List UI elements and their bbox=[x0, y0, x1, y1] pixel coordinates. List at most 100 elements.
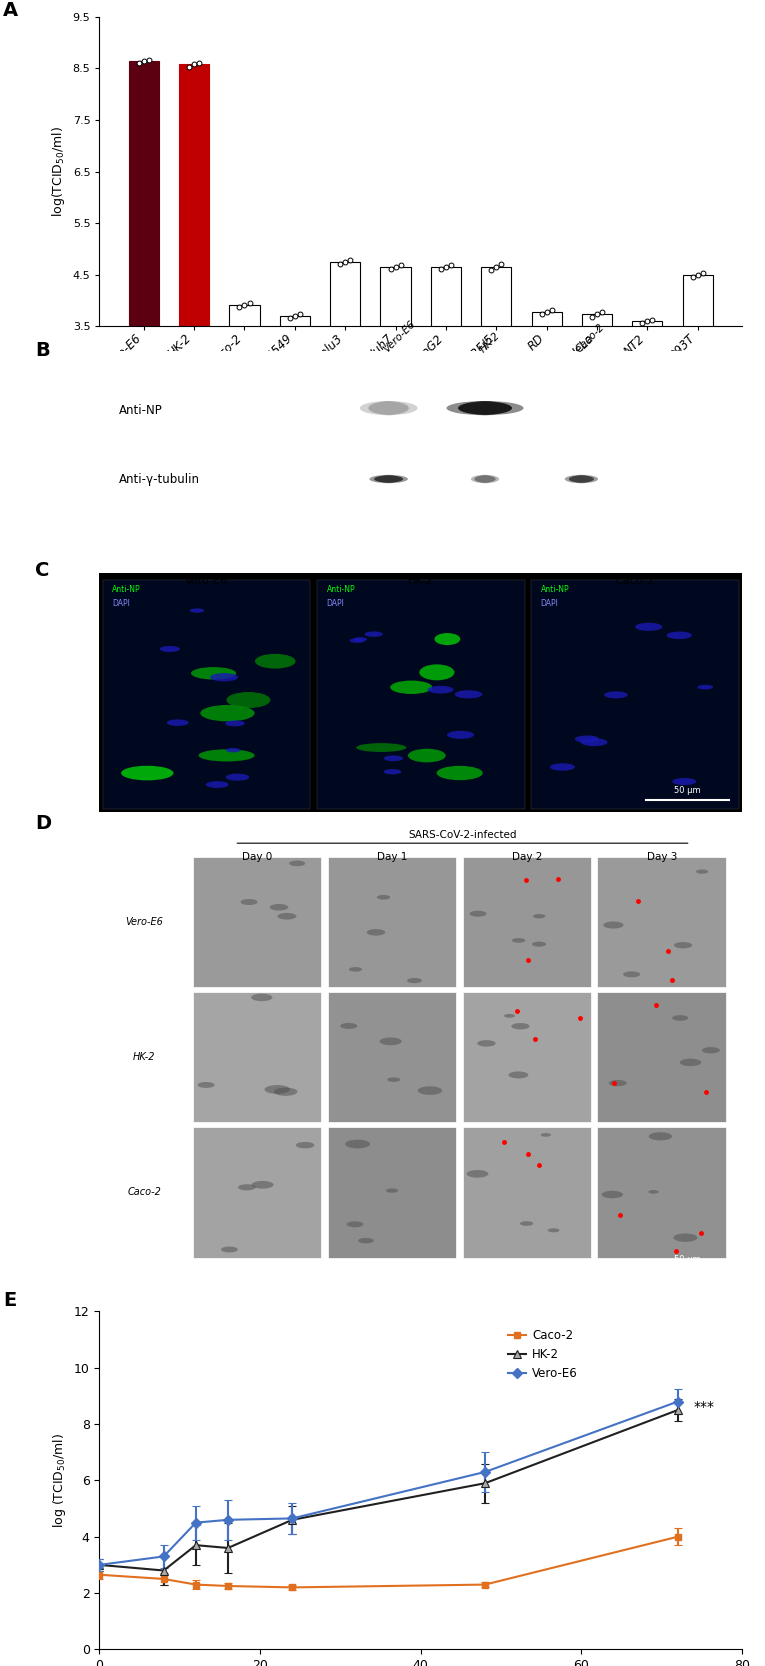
Ellipse shape bbox=[345, 1140, 370, 1148]
Ellipse shape bbox=[390, 681, 432, 695]
FancyBboxPatch shape bbox=[327, 991, 456, 1123]
Ellipse shape bbox=[470, 911, 487, 916]
FancyBboxPatch shape bbox=[597, 856, 726, 988]
Ellipse shape bbox=[575, 735, 599, 743]
Text: DAPI: DAPI bbox=[112, 598, 130, 608]
Text: Vero-E6: Vero-E6 bbox=[125, 916, 164, 926]
Ellipse shape bbox=[364, 631, 383, 636]
FancyBboxPatch shape bbox=[193, 1126, 321, 1258]
Ellipse shape bbox=[386, 1188, 399, 1193]
Bar bbox=[129, 60, 159, 506]
Ellipse shape bbox=[532, 941, 546, 946]
Ellipse shape bbox=[462, 402, 508, 415]
Ellipse shape bbox=[197, 1081, 215, 1088]
Ellipse shape bbox=[541, 1133, 551, 1136]
Ellipse shape bbox=[226, 748, 241, 753]
Ellipse shape bbox=[548, 1228, 559, 1233]
Ellipse shape bbox=[504, 1015, 515, 1018]
Ellipse shape bbox=[221, 1246, 238, 1253]
Ellipse shape bbox=[550, 763, 575, 771]
Ellipse shape bbox=[428, 686, 454, 693]
Text: Day 2: Day 2 bbox=[512, 853, 542, 863]
Ellipse shape bbox=[649, 1133, 672, 1141]
Ellipse shape bbox=[581, 738, 607, 746]
Ellipse shape bbox=[512, 938, 526, 943]
Ellipse shape bbox=[674, 941, 692, 948]
Text: ***: *** bbox=[694, 1399, 715, 1414]
Ellipse shape bbox=[369, 402, 409, 415]
Ellipse shape bbox=[387, 1078, 400, 1081]
Text: Anti-NP: Anti-NP bbox=[327, 585, 355, 593]
FancyBboxPatch shape bbox=[531, 580, 739, 810]
Ellipse shape bbox=[604, 691, 628, 698]
Ellipse shape bbox=[358, 1238, 374, 1243]
FancyBboxPatch shape bbox=[597, 991, 726, 1123]
Ellipse shape bbox=[252, 1181, 274, 1188]
Ellipse shape bbox=[666, 631, 692, 640]
Ellipse shape bbox=[520, 1221, 533, 1226]
Ellipse shape bbox=[377, 895, 390, 900]
Text: Day 0: Day 0 bbox=[242, 853, 272, 863]
FancyBboxPatch shape bbox=[463, 1126, 591, 1258]
Ellipse shape bbox=[609, 1080, 627, 1086]
Ellipse shape bbox=[635, 623, 662, 631]
Text: HK-2: HK-2 bbox=[478, 332, 502, 355]
Ellipse shape bbox=[225, 720, 245, 726]
Ellipse shape bbox=[419, 665, 454, 680]
Ellipse shape bbox=[121, 766, 174, 780]
Ellipse shape bbox=[467, 1170, 488, 1178]
Ellipse shape bbox=[199, 750, 255, 761]
Bar bbox=[330, 262, 360, 506]
Ellipse shape bbox=[573, 475, 590, 483]
Text: Vero-E6: Vero-E6 bbox=[185, 576, 228, 586]
Ellipse shape bbox=[255, 655, 295, 668]
Text: Anti-γ-tubulin: Anti-γ-tubulin bbox=[119, 473, 200, 485]
Text: Day 1: Day 1 bbox=[376, 853, 407, 863]
Bar bbox=[431, 267, 461, 506]
Ellipse shape bbox=[238, 1185, 256, 1191]
Text: Caco-2: Caco-2 bbox=[128, 1188, 161, 1198]
Ellipse shape bbox=[251, 993, 272, 1001]
Ellipse shape bbox=[360, 402, 418, 415]
Ellipse shape bbox=[289, 861, 305, 866]
FancyBboxPatch shape bbox=[327, 856, 456, 988]
Ellipse shape bbox=[533, 915, 545, 918]
Ellipse shape bbox=[356, 743, 406, 751]
Ellipse shape bbox=[278, 913, 296, 920]
Text: Vero-E6: Vero-E6 bbox=[382, 320, 417, 355]
Bar bbox=[280, 317, 310, 506]
Text: Anti-NP: Anti-NP bbox=[541, 585, 569, 593]
FancyBboxPatch shape bbox=[463, 856, 591, 988]
Bar bbox=[481, 267, 511, 506]
Ellipse shape bbox=[680, 1058, 702, 1066]
Ellipse shape bbox=[384, 755, 403, 761]
Ellipse shape bbox=[265, 1085, 290, 1095]
Text: Caco-2: Caco-2 bbox=[575, 322, 607, 355]
Text: C: C bbox=[35, 560, 50, 580]
Ellipse shape bbox=[437, 766, 483, 780]
Bar bbox=[532, 312, 562, 506]
Legend: Caco-2, HK-2, Vero-E6: Caco-2, HK-2, Vero-E6 bbox=[504, 1324, 583, 1384]
Ellipse shape bbox=[350, 638, 365, 643]
Text: D: D bbox=[35, 815, 51, 833]
Ellipse shape bbox=[369, 475, 408, 483]
Text: DAPI: DAPI bbox=[327, 598, 344, 608]
Ellipse shape bbox=[604, 921, 623, 928]
Ellipse shape bbox=[371, 402, 406, 415]
Ellipse shape bbox=[200, 705, 255, 721]
Ellipse shape bbox=[240, 900, 258, 905]
FancyBboxPatch shape bbox=[193, 991, 321, 1123]
Text: Anti-NP: Anti-NP bbox=[112, 585, 141, 593]
Ellipse shape bbox=[447, 731, 474, 738]
Ellipse shape bbox=[702, 1048, 720, 1053]
Text: 50 μm: 50 μm bbox=[674, 786, 701, 795]
Text: DAPI: DAPI bbox=[541, 598, 558, 608]
Ellipse shape bbox=[407, 978, 422, 983]
Ellipse shape bbox=[474, 475, 496, 483]
Text: Day 3: Day 3 bbox=[646, 853, 677, 863]
Ellipse shape bbox=[471, 475, 499, 483]
Ellipse shape bbox=[435, 633, 461, 645]
Ellipse shape bbox=[379, 475, 399, 483]
Bar bbox=[632, 322, 662, 506]
Ellipse shape bbox=[167, 720, 189, 726]
